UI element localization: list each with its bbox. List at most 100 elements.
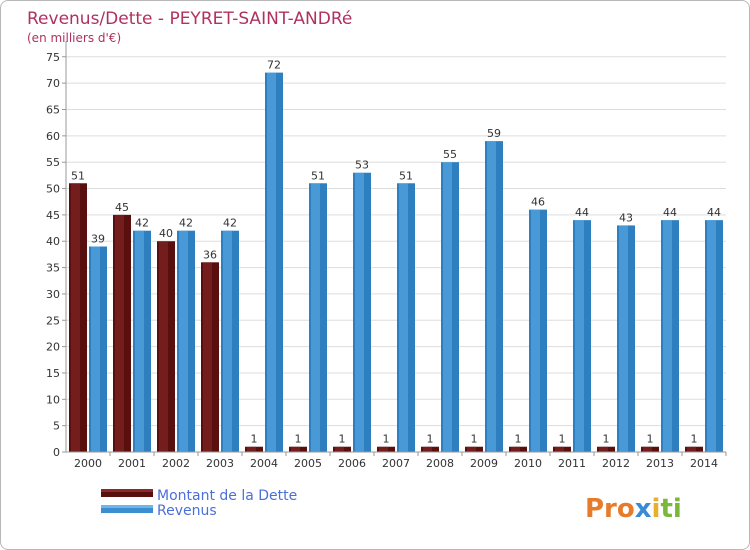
bar-dette-highlight bbox=[423, 446, 432, 452]
x-tick-label: 2002 bbox=[162, 457, 190, 470]
grid-lines bbox=[66, 56, 726, 427]
bar-revenus-highlight bbox=[443, 162, 452, 452]
legend-swatch-revenus-highlight bbox=[101, 505, 153, 508]
x-tick-label: 2010 bbox=[514, 457, 542, 470]
bar-revenus-label: 46 bbox=[531, 196, 545, 209]
bar-revenus-label: 43 bbox=[619, 211, 633, 224]
bar-revenus-highlight bbox=[487, 141, 496, 452]
x-tick-label: 2007 bbox=[382, 457, 410, 470]
bar-revenus-label: 51 bbox=[311, 169, 325, 182]
x-tick-label: 2000 bbox=[74, 457, 102, 470]
x-axis-ticks: 2000 2001 2002 2003 2004 2005 2006 2007 2008 2009… bbox=[74, 452, 727, 470]
y-tick-label: 65 bbox=[46, 104, 60, 117]
bar-dette-highlight bbox=[687, 446, 696, 452]
bar-revenus-label: 42 bbox=[223, 217, 237, 230]
y-tick-label: 45 bbox=[46, 209, 60, 222]
legend-swatch-dette bbox=[101, 489, 153, 497]
y-tick-label: 50 bbox=[46, 183, 60, 196]
bar-dette-highlight bbox=[71, 183, 80, 452]
bar-dette-label: 1 bbox=[515, 433, 522, 446]
chart-title: Revenus/Dette - PEYRET-SAINT-ANDRé bbox=[27, 9, 352, 29]
y-tick-label: 55 bbox=[46, 156, 60, 169]
bar-dette-label: 1 bbox=[295, 433, 302, 446]
bar-revenus-highlight bbox=[91, 246, 100, 452]
bar-dette-label: 1 bbox=[383, 433, 390, 446]
bar-dette-highlight bbox=[511, 446, 520, 452]
bar-revenus-highlight bbox=[311, 183, 320, 452]
y-tick-label: 70 bbox=[46, 77, 60, 90]
y-tick-label: 60 bbox=[46, 130, 60, 143]
bar-dette-label: 1 bbox=[339, 433, 346, 446]
bar-revenus-highlight bbox=[355, 172, 364, 452]
bar-dette-highlight bbox=[291, 446, 300, 452]
bar-revenus-label: 44 bbox=[663, 206, 677, 219]
x-tick-label: 2011 bbox=[558, 457, 586, 470]
bar-dette-highlight bbox=[335, 446, 344, 452]
bar-revenus-highlight bbox=[399, 183, 408, 452]
bar-dette-highlight bbox=[159, 241, 168, 452]
bar-dette-label: 1 bbox=[251, 433, 258, 446]
x-tick-label: 2006 bbox=[338, 457, 366, 470]
bar-dette-label: 36 bbox=[203, 248, 217, 261]
y-tick-label: 40 bbox=[46, 235, 60, 248]
x-tick-label: 2008 bbox=[426, 457, 454, 470]
x-tick-label: 2001 bbox=[118, 457, 146, 470]
bar-dette-highlight bbox=[467, 446, 476, 452]
x-tick-label: 2009 bbox=[470, 457, 498, 470]
legend: Montant de la Dette Revenus bbox=[101, 488, 297, 519]
bar-revenus-label: 44 bbox=[707, 206, 721, 219]
y-tick-label: 30 bbox=[46, 288, 60, 301]
bar-dette-highlight bbox=[555, 446, 564, 452]
legend-label-revenus: Revenus bbox=[157, 503, 217, 519]
y-tick-label: 10 bbox=[46, 393, 60, 406]
bar-dette-label: 1 bbox=[427, 433, 434, 446]
bar-dette-highlight bbox=[247, 446, 256, 452]
x-tick-label: 2004 bbox=[250, 457, 278, 470]
y-tick-label: 5 bbox=[53, 420, 60, 433]
logo-text: Proxiti bbox=[585, 494, 682, 524]
bar-revenus-label: 39 bbox=[91, 233, 105, 246]
proxiti-logo: Proxiti bbox=[585, 494, 682, 524]
bar-dette-label: 51 bbox=[71, 169, 85, 182]
x-tick-label: 2005 bbox=[294, 457, 322, 470]
bar-dette-highlight bbox=[643, 446, 652, 452]
y-tick-label: 75 bbox=[46, 51, 60, 64]
chart-subtitle: (en milliers d'€) bbox=[27, 31, 121, 45]
bar-dette-highlight bbox=[379, 446, 388, 452]
bar-revenus-label: 42 bbox=[179, 217, 193, 230]
bar-dette-label: 1 bbox=[471, 433, 478, 446]
bar-revenus-label: 44 bbox=[575, 206, 589, 219]
x-tick-label: 2014 bbox=[690, 457, 718, 470]
bar-revenus-highlight bbox=[575, 220, 584, 452]
bars bbox=[69, 72, 723, 452]
bar-dette-label: 40 bbox=[159, 227, 173, 240]
bar-revenus-highlight bbox=[619, 225, 628, 452]
bar-dette-label: 1 bbox=[691, 433, 698, 446]
bar-revenus-label: 53 bbox=[355, 159, 369, 172]
bar-dette-label: 1 bbox=[603, 433, 610, 446]
bar-revenus-highlight bbox=[707, 220, 716, 452]
y-axis-ticks: 0 5 10 15 20 25 30 35 40 45 50 55 60 65 70 75 bbox=[46, 51, 66, 459]
bar-dette-label: 1 bbox=[647, 433, 654, 446]
bar-revenus-label: 72 bbox=[267, 59, 281, 72]
bar-revenus-label: 55 bbox=[443, 148, 457, 161]
y-tick-label: 15 bbox=[46, 367, 60, 380]
bar-dette-highlight bbox=[599, 446, 608, 452]
bar-dette-label: 1 bbox=[559, 433, 566, 446]
bar-revenus-highlight bbox=[267, 72, 276, 452]
y-tick-label: 20 bbox=[46, 341, 60, 354]
bar-revenus-highlight bbox=[223, 230, 232, 452]
bar-revenus-highlight bbox=[179, 230, 188, 452]
bar-revenus-highlight bbox=[135, 230, 144, 452]
bar-revenus-label: 59 bbox=[487, 127, 501, 140]
x-tick-label: 2012 bbox=[602, 457, 630, 470]
bar-dette-highlight bbox=[203, 262, 212, 452]
x-tick-label: 2013 bbox=[646, 457, 674, 470]
data-labels: 51 39 45 42 40 42 36 42 1 72 1 51 1 53 1 51 1 55 1 59 1 46 1 44… bbox=[71, 59, 721, 446]
legend-swatch-dette-highlight bbox=[101, 489, 153, 492]
y-tick-label: 0 bbox=[53, 446, 60, 459]
y-tick-label: 25 bbox=[46, 314, 60, 327]
bar-dette-highlight bbox=[115, 214, 124, 452]
